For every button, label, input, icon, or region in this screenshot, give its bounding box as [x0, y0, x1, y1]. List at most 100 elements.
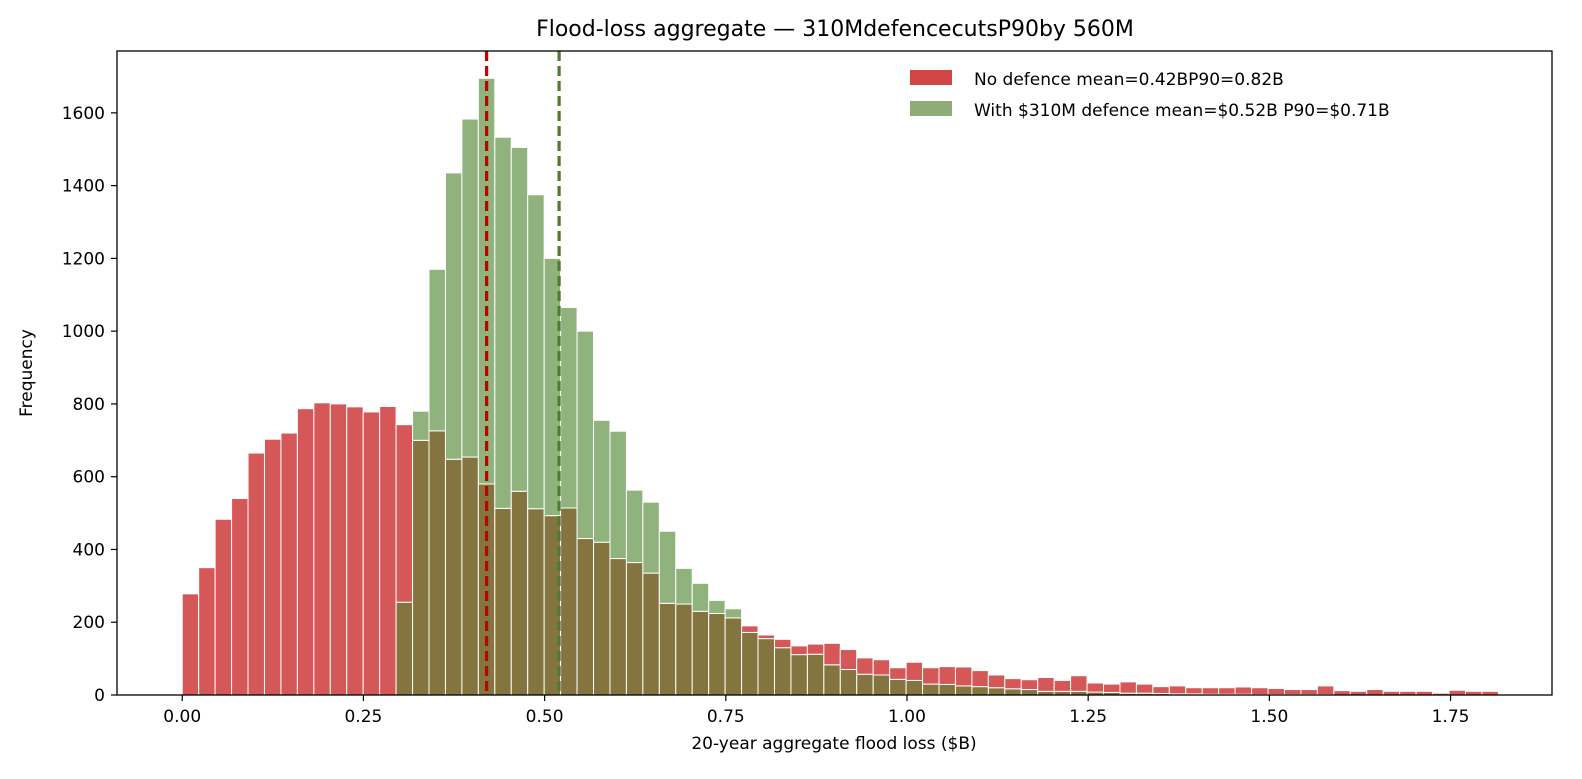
bar-no-defence: [248, 453, 264, 695]
bar-with-defence: [709, 600, 725, 613]
bar-no-defence: [972, 671, 988, 687]
bar-no-defence: [297, 409, 313, 695]
bar-with-defence: [594, 420, 610, 542]
bar-with-defence: [692, 583, 708, 611]
bar-with-defence: [413, 411, 429, 440]
bar-no-defence: [1284, 690, 1300, 695]
legend-swatch-no-defence: [910, 70, 952, 85]
bar-overlap: [955, 686, 971, 695]
bar-overlap: [890, 679, 906, 695]
bar-with-defence: [561, 308, 577, 508]
bar-overlap: [873, 675, 889, 695]
bar-overlap: [988, 688, 1004, 695]
bar-no-defence: [1087, 683, 1103, 692]
bar-overlap: [643, 573, 659, 695]
y-tick-label: 0: [94, 686, 105, 706]
bar-no-defence: [1169, 686, 1185, 694]
bar-overlap: [478, 484, 494, 695]
bar-no-defence: [1038, 678, 1054, 692]
bar-no-defence: [939, 667, 955, 685]
bar-with-defence: [676, 568, 692, 604]
bar-no-defence: [1301, 690, 1317, 695]
y-tick-label: 800: [73, 395, 105, 415]
legend: No defence mean=0.42BP90=0.82B With $310…: [910, 70, 1390, 121]
bar-no-defence: [742, 626, 758, 633]
bar-no-defence: [988, 675, 1004, 688]
bar-no-defence: [363, 412, 379, 695]
bar-overlap: [659, 603, 675, 695]
bar-no-defence: [1252, 688, 1268, 695]
y-tick-label: 1200: [62, 249, 105, 269]
bar-no-defence: [857, 658, 873, 674]
bar-with-defence: [528, 195, 544, 509]
bar-no-defence: [840, 650, 856, 670]
bar-no-defence: [923, 668, 939, 684]
bar-no-defence: [232, 499, 248, 695]
bar-no-defence: [347, 407, 363, 695]
x-tick-label: 0.50: [526, 707, 564, 727]
bar-no-defence: [199, 568, 215, 695]
bars-layer: [182, 78, 1498, 695]
legend-label-no-defence: No defence mean=0.42BP90=0.82B: [974, 70, 1284, 90]
bar-overlap: [692, 611, 708, 695]
bar-overlap: [429, 431, 445, 695]
bar-overlap: [413, 440, 429, 695]
bar-overlap: [807, 654, 823, 695]
bar-no-defence: [1367, 690, 1383, 695]
bar-overlap: [758, 639, 774, 695]
bar-no-defence: [906, 662, 922, 680]
bar-no-defence: [955, 667, 971, 686]
bar-no-defence: [396, 425, 412, 603]
bar-with-defence: [445, 173, 461, 459]
bar-no-defence: [1136, 684, 1152, 693]
bar-with-defence: [725, 609, 741, 618]
y-tick-label: 1000: [62, 322, 105, 342]
y-axis-label: Frequency: [17, 329, 37, 417]
bar-no-defence: [1219, 688, 1235, 695]
x-tick-label: 1.50: [1250, 707, 1288, 727]
bar-no-defence: [807, 644, 823, 654]
bar-overlap: [676, 604, 692, 695]
bar-overlap: [577, 539, 593, 695]
bar-no-defence: [824, 643, 840, 664]
bar-with-defence: [643, 502, 659, 573]
bar-with-defence: [659, 531, 675, 603]
bar-no-defence: [215, 519, 231, 695]
bar-no-defence: [774, 639, 790, 647]
bar-no-defence: [1449, 690, 1465, 695]
bar-with-defence: [577, 331, 593, 538]
bar-no-defence: [264, 439, 280, 695]
bar-no-defence: [1334, 691, 1350, 695]
bar-overlap: [594, 542, 610, 695]
x-axis-label: 20-year aggregate flood loss ($B): [691, 734, 976, 754]
bar-no-defence: [1071, 676, 1087, 692]
bar-no-defence: [1235, 687, 1251, 694]
legend-swatch-with-defence: [910, 101, 952, 116]
bar-with-defence: [610, 431, 626, 558]
bar-no-defence: [873, 660, 889, 675]
bar-no-defence: [182, 594, 198, 695]
bar-overlap: [857, 674, 873, 695]
bar-no-defence: [1021, 680, 1037, 690]
x-tick-label: 1.25: [1069, 707, 1107, 727]
bar-no-defence: [1186, 688, 1202, 694]
bar-overlap: [396, 602, 412, 695]
bar-with-defence: [495, 137, 511, 508]
x-tick-label: 0.75: [707, 707, 745, 727]
bar-with-defence: [626, 490, 642, 562]
bar-overlap: [610, 559, 626, 695]
bar-no-defence: [1202, 688, 1218, 695]
bar-overlap: [445, 459, 461, 695]
bar-overlap: [906, 680, 922, 695]
bar-overlap: [840, 670, 856, 695]
bar-overlap: [774, 648, 790, 695]
bar-no-defence: [380, 406, 396, 695]
bar-overlap: [824, 665, 840, 695]
bar-overlap: [561, 508, 577, 695]
bar-no-defence: [314, 403, 330, 695]
bar-overlap: [511, 491, 527, 695]
bar-overlap: [923, 684, 939, 695]
bar-overlap: [709, 613, 725, 695]
